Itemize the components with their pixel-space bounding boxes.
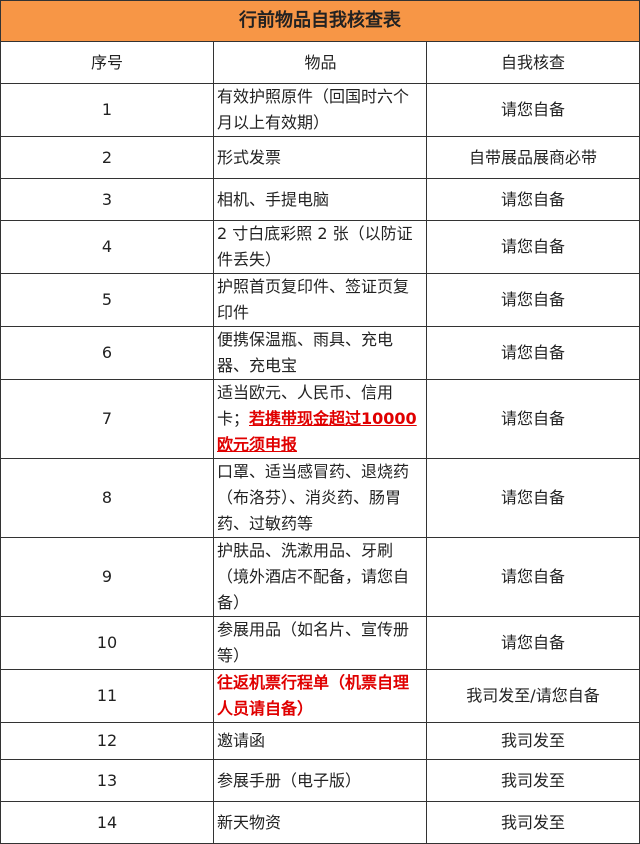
table-row: 7 适当欧元、人民币、信用卡；若携带现金超过10000 欧元须申报 请您自备 <box>0 379 640 459</box>
row-item: 口罩、适当感冒药、退烧药（布洛芬）、消炎药、肠胃药、过敏药等 <box>213 458 427 538</box>
row-number: 2 <box>0 136 214 179</box>
row-check: 请您自备 <box>426 220 640 274</box>
row-check: 我司发至 <box>426 722 640 760</box>
table-row: 14 新天物资 我司发至 <box>0 801 640 844</box>
row-item: 新天物资 <box>213 801 427 844</box>
item-text: 2 寸白底彩照 2 张（以防证件丢失） <box>217 224 413 269</box>
row-number: 10 <box>0 616 214 670</box>
row-check: 我司发至 <box>426 759 640 802</box>
header-row: 序号 物品 自我核查 <box>0 41 640 84</box>
row-item: 护肤品、洗漱用品、牙刷（境外酒店不配备，请您自备） <box>213 537 427 617</box>
row-number: 1 <box>0 83 214 137</box>
item-text: 参展手册（电子版） <box>217 770 362 790</box>
item-text: 护照首页复印件、签证页复印件 <box>217 277 410 322</box>
header-check: 自我核查 <box>426 41 640 84</box>
header-item: 物品 <box>213 41 427 84</box>
row-number: 14 <box>0 801 214 844</box>
row-item: 相机、手提电脑 <box>213 178 427 221</box>
table-row: 11 往返机票行程单（机票自理人员请自备） 我司发至/请您自备 <box>0 669 640 723</box>
table-row: 12 邀请函 我司发至 <box>0 722 640 760</box>
item-highlight: 往返机票行程单（机票自理人员请自备） <box>217 673 410 718</box>
row-item: 参展用品（如名片、宣传册等） <box>213 616 427 670</box>
item-text: 邀请函 <box>217 731 266 750</box>
table-row: 1 有效护照原件（回国时六个月以上有效期） 请您自备 <box>0 83 640 137</box>
row-number: 7 <box>0 379 214 459</box>
row-check: 请您自备 <box>426 273 640 327</box>
row-item: 适当欧元、人民币、信用卡；若携带现金超过10000 欧元须申报 <box>213 379 427 459</box>
row-check: 请您自备 <box>426 458 640 538</box>
table-row: 5 护照首页复印件、签证页复印件 请您自备 <box>0 273 640 327</box>
row-item: 护照首页复印件、签证页复印件 <box>213 273 427 327</box>
row-check: 自带展品展商必带 <box>426 136 640 179</box>
table-title: 行前物品自我核查表 <box>0 0 640 42</box>
item-text: 有效护照原件（回国时六个月以上有效期） <box>217 87 410 132</box>
row-item: 参展手册（电子版） <box>213 759 427 802</box>
table-row: 9 护肤品、洗漱用品、牙刷（境外酒店不配备，请您自备） 请您自备 <box>0 537 640 617</box>
row-item: 有效护照原件（回国时六个月以上有效期） <box>213 83 427 137</box>
row-number: 4 <box>0 220 214 274</box>
item-text: 相机、手提电脑 <box>217 189 330 209</box>
item-text: 护肤品、洗漱用品、牙刷（境外酒店不配备，请您自备） <box>217 541 410 612</box>
table-row: 10 参展用品（如名片、宣传册等） 请您自备 <box>0 616 640 670</box>
table-row: 8 口罩、适当感冒药、退烧药（布洛芬）、消炎药、肠胃药、过敏药等 请您自备 <box>0 458 640 538</box>
row-number: 5 <box>0 273 214 327</box>
table-row: 13 参展手册（电子版） 我司发至 <box>0 759 640 802</box>
row-number: 13 <box>0 759 214 802</box>
row-check: 我司发至 <box>426 801 640 844</box>
row-item: 形式发票 <box>213 136 427 179</box>
row-item: 往返机票行程单（机票自理人员请自备） <box>213 669 427 723</box>
table-row: 6 便携保温瓶、雨具、充电器、充电宝 请您自备 <box>0 326 640 380</box>
item-text: 便携保温瓶、雨具、充电器、充电宝 <box>217 330 394 375</box>
row-number: 11 <box>0 669 214 723</box>
table-row: 4 2 寸白底彩照 2 张（以防证件丢失） 请您自备 <box>0 220 640 274</box>
row-item: 邀请函 <box>213 722 427 760</box>
item-text: 口罩、适当感冒药、退烧药（布洛芬）、消炎药、肠胃药、过敏药等 <box>217 462 410 533</box>
header-no: 序号 <box>0 41 214 84</box>
row-number: 12 <box>0 722 214 760</box>
row-item: 便携保温瓶、雨具、充电器、充电宝 <box>213 326 427 380</box>
row-number: 8 <box>0 458 214 538</box>
row-check: 请您自备 <box>426 326 640 380</box>
table-row: 2 形式发票 自带展品展商必带 <box>0 136 640 179</box>
row-check: 请您自备 <box>426 616 640 670</box>
item-text: 参展用品（如名片、宣传册等） <box>217 620 410 665</box>
item-text: 适当欧元、人民币、信用卡； <box>217 383 394 428</box>
row-number: 6 <box>0 326 214 380</box>
item-text: 形式发票 <box>217 147 282 167</box>
row-check: 我司发至/请您自备 <box>426 669 640 723</box>
item-highlight: 若携带现金超过10000 欧元须申报 <box>217 409 417 454</box>
table-row: 3 相机、手提电脑 请您自备 <box>0 178 640 221</box>
item-text: 新天物资 <box>217 812 282 832</box>
row-check: 请您自备 <box>426 537 640 617</box>
row-check: 请您自备 <box>426 379 640 459</box>
row-check: 请您自备 <box>426 83 640 137</box>
row-check: 请您自备 <box>426 178 640 221</box>
row-item: 2 寸白底彩照 2 张（以防证件丢失） <box>213 220 427 274</box>
row-number: 9 <box>0 537 214 617</box>
row-number: 3 <box>0 178 214 221</box>
